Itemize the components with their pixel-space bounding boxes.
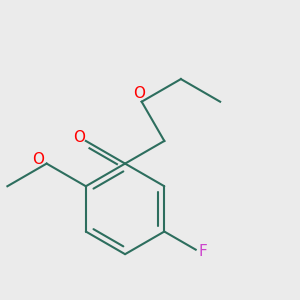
Text: F: F — [198, 244, 207, 260]
Text: O: O — [73, 130, 85, 145]
Text: O: O — [134, 86, 146, 101]
Text: O: O — [32, 152, 44, 167]
